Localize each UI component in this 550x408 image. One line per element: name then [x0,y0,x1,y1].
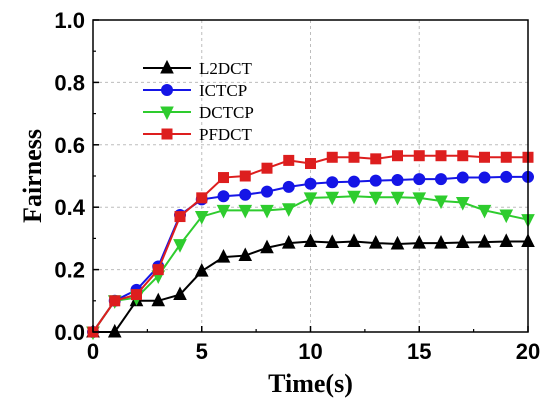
y-tick-label: 0.8 [54,70,85,95]
data-point-pfdct [413,150,425,162]
series-lines [86,150,535,341]
legend-marker-dctcp [160,106,174,121]
data-point-l2dct [368,234,383,249]
data-point-ictcp [413,173,426,186]
legend-item-l2dct: L2DCT [143,59,253,78]
data-point-l2dct [194,263,209,277]
y-tick-label: 0.0 [54,320,85,345]
legend-label-pfdct: PFDCT [199,125,253,144]
x-tick-label: 20 [516,339,540,364]
data-point-l2dct [434,234,448,249]
data-point-dctcp [390,191,405,206]
data-point-dctcp [412,192,427,206]
data-point-ictcp [326,176,339,189]
data-point-dctcp [477,204,492,219]
x-tick-label: 15 [407,339,431,364]
data-point-pfdct [152,264,164,276]
data-point-pfdct [174,211,186,223]
data-point-l2dct [347,233,361,248]
data-point-pfdct [370,153,382,165]
data-point-l2dct [303,233,318,248]
data-point-ictcp [500,170,513,183]
data-point-pfdct [283,154,295,166]
data-point-pfdct [500,151,512,163]
x-tick-label: 0 [87,339,99,364]
data-point-dctcp [260,204,274,219]
data-point-l2dct [390,235,405,250]
legend-marker-l2dct [160,59,174,74]
data-point-l2dct [107,323,122,338]
data-point-l2dct [173,286,187,301]
data-point-pfdct [435,150,447,162]
data-point-ictcp [261,185,273,198]
data-point-dctcp [216,204,231,219]
data-point-l2dct [216,249,231,263]
legend-marker-pfdct [161,128,173,140]
data-point-l2dct [238,247,253,262]
data-point-ictcp [478,171,491,184]
legend-label-l2dct: L2DCT [199,59,253,78]
data-point-ictcp [456,171,469,184]
data-point-pfdct [218,172,229,184]
axis-ticks: 0 5 10 15 20 0.0 0.2 0.4 0.6 0.8 1.0 [54,8,540,364]
x-tick-label: 5 [196,339,208,364]
y-tick-label: 0.2 [54,258,85,283]
data-point-dctcp [173,239,187,253]
data-point-dctcp [325,191,340,206]
x-axis-title: Time(s) [268,369,353,398]
data-point-ictcp [435,173,447,186]
legend-item-dctcp: DCTCP [143,103,254,122]
data-point-l2dct [499,233,514,248]
data-point-dctcp [194,211,209,225]
x-tick-label: 10 [298,339,322,364]
y-tick-label: 0.6 [54,133,85,158]
legend-item-ictcp: ICTCP [143,81,247,100]
data-point-pfdct [348,151,360,163]
data-point-l2dct [412,234,427,249]
data-point-l2dct [260,239,274,254]
data-point-ictcp [391,174,404,187]
data-point-pfdct [305,158,316,170]
data-point-ictcp [369,174,382,187]
data-point-l2dct [151,292,166,307]
data-point-pfdct [196,192,208,204]
data-point-l2dct [281,234,296,249]
legend-item-pfdct: PFDCT [143,125,253,144]
data-point-pfdct [109,295,121,307]
legend-marker-ictcp [161,84,173,96]
data-point-ictcp [348,175,360,188]
data-point-dctcp [303,192,318,206]
y-tick-label: 0.4 [54,195,85,220]
data-point-dctcp [281,203,296,217]
data-point-pfdct [131,289,142,301]
grid [93,20,528,332]
data-point-dctcp [238,204,253,219]
y-tick-label: 1.0 [54,8,85,33]
data-point-pfdct [326,151,338,163]
data-point-dctcp [499,209,514,224]
data-point-dctcp [368,191,383,206]
data-point-dctcp [347,190,361,205]
data-point-pfdct [457,150,469,162]
data-point-l2dct [477,234,492,248]
data-point-pfdct [239,170,251,182]
data-point-ictcp [304,177,317,190]
data-point-ictcp [282,180,295,193]
data-point-pfdct [479,151,490,163]
data-point-ictcp [217,190,230,203]
legend-label-dctcp: DCTCP [199,103,254,122]
data-point-l2dct [325,234,340,248]
legend: L2DCT ICTCP DCTCP PFDCT [143,59,254,144]
data-point-ictcp [239,188,252,201]
data-point-dctcp [455,197,470,211]
data-point-pfdct [261,162,273,174]
data-point-pfdct [392,150,403,162]
data-point-l2dct [455,234,470,248]
data-point-dctcp [434,195,448,210]
y-axis-title: Fairness [18,129,47,223]
legend-label-ictcp: ICTCP [199,81,247,100]
